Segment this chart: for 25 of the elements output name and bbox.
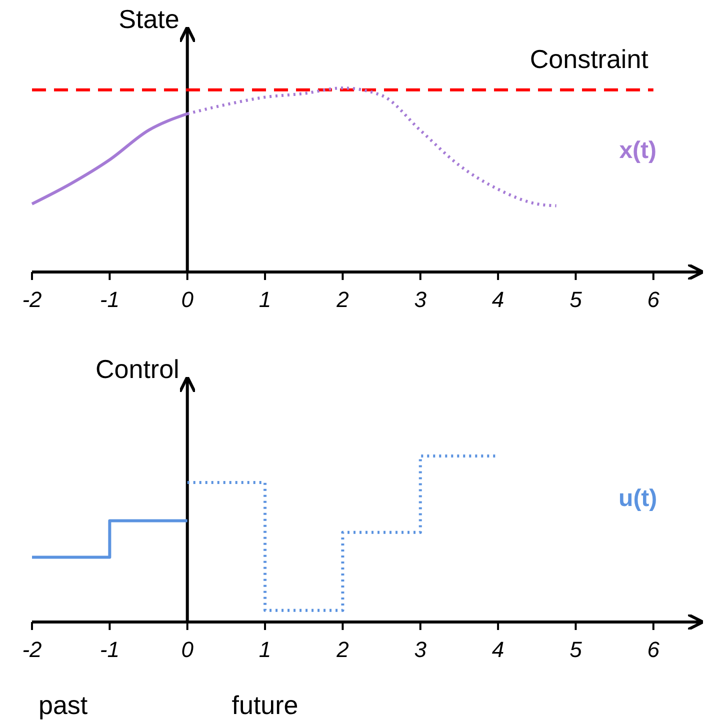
x-tick-label: 3 [414, 637, 428, 662]
x-tick-label: 2 [336, 287, 349, 312]
text: past [38, 690, 88, 720]
y-axis-title: State [118, 4, 180, 34]
x-tick-label: 1 [258, 637, 272, 662]
x-tick-label: 0 [181, 287, 194, 312]
x-tick-label: -1 [100, 637, 120, 662]
text: u(t) [618, 485, 658, 512]
x-tick-label: -2 [22, 287, 42, 312]
x-tick-label: 4 [492, 637, 504, 662]
x-tick-label: 5 [570, 287, 583, 312]
x-tick-label: 2 [336, 637, 349, 662]
ref-line-label: Constraint [530, 44, 650, 74]
x-tick-label: 1 [258, 287, 272, 312]
x-tick-label: 6 [647, 287, 660, 312]
x-tick-label: 0 [181, 637, 194, 662]
text: future [232, 690, 298, 720]
text: x(t) [619, 137, 657, 164]
x-tick-label: -1 [100, 287, 120, 312]
y-axis-title: Control [96, 354, 180, 384]
x-tick-label: -2 [22, 637, 42, 662]
x-tick-label: 4 [492, 287, 504, 312]
x-tick-label: 6 [647, 637, 660, 662]
x-tick-label: 5 [570, 637, 583, 662]
x-tick-label: 3 [414, 287, 428, 312]
